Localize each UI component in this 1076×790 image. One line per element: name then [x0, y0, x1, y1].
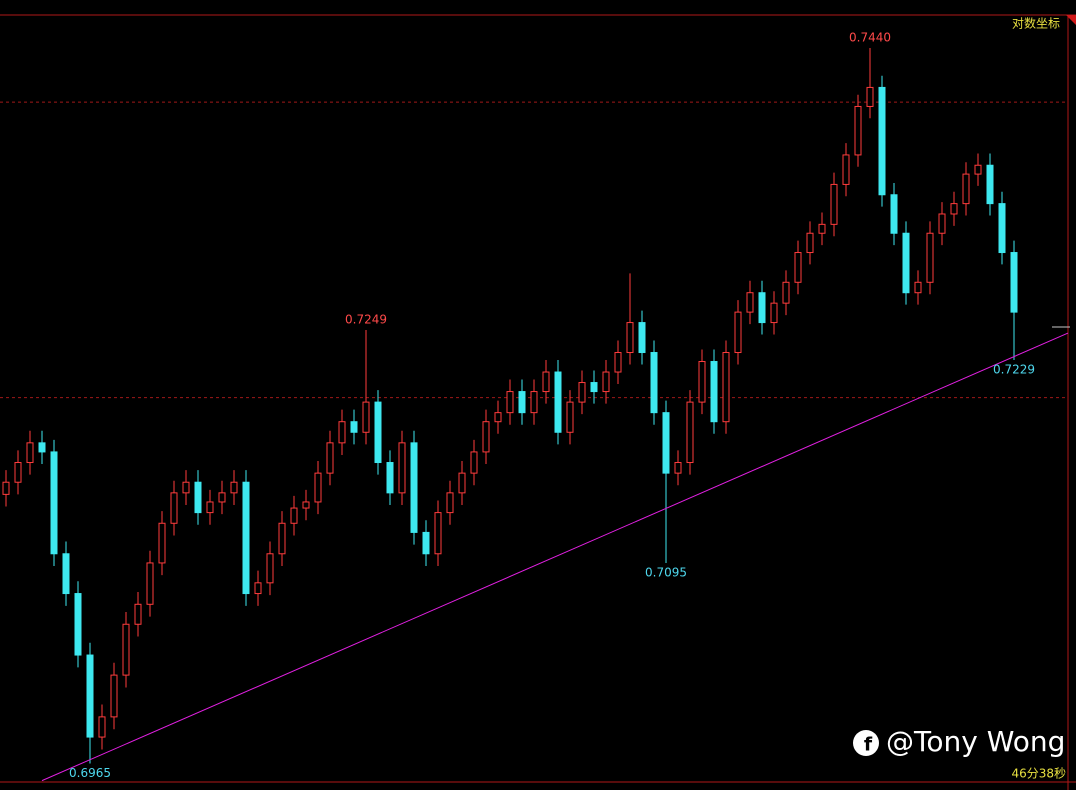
candle-body — [638, 322, 646, 354]
candle-body — [998, 203, 1006, 254]
candle-body — [806, 232, 814, 254]
candle-body — [986, 164, 994, 205]
candle-body — [374, 401, 382, 464]
candle-body — [878, 86, 886, 196]
candle-body — [14, 462, 22, 483]
candle-body — [602, 371, 610, 393]
candle-body — [830, 183, 838, 225]
candle-body — [926, 232, 934, 283]
candle-body — [662, 412, 670, 474]
candle-body — [422, 531, 430, 555]
candle-body — [950, 203, 958, 215]
candle-body — [914, 281, 922, 294]
candle-body — [26, 442, 34, 464]
candle-body — [746, 292, 754, 313]
extreme-label: 0.6965 — [69, 766, 111, 780]
candle-body — [398, 442, 406, 494]
candle-body — [86, 654, 94, 738]
candle-body — [2, 481, 10, 495]
candle-body — [38, 442, 46, 453]
candle-body — [182, 481, 190, 494]
candle-body — [758, 292, 766, 324]
candle-body — [494, 412, 502, 423]
candle-body — [122, 623, 130, 676]
candle-body — [710, 361, 718, 423]
candle-body — [974, 164, 982, 175]
candle-body — [146, 562, 154, 605]
candle-body — [230, 481, 238, 494]
candle-body — [578, 382, 586, 403]
candle-body — [314, 472, 322, 503]
candle-body — [566, 401, 574, 433]
candle-body — [338, 421, 346, 444]
candle-body — [98, 716, 106, 738]
candle-body — [470, 451, 478, 474]
candle-body — [302, 501, 310, 509]
extreme-label: 0.7095 — [645, 565, 687, 579]
candle-body — [794, 252, 802, 283]
scale-label: 对数坐标 — [1012, 16, 1060, 31]
candle-body — [110, 674, 118, 718]
candle-body — [890, 194, 898, 234]
candle-body — [938, 213, 946, 234]
extreme-label: 0.7440 — [849, 30, 891, 44]
svg-text:f: f — [864, 734, 873, 756]
candle-body — [278, 522, 286, 555]
candle-body — [782, 281, 790, 304]
candle-body — [674, 462, 682, 474]
candle-body — [650, 352, 658, 414]
candle-body — [1010, 252, 1018, 313]
candle-body — [854, 105, 862, 156]
candle-body — [410, 442, 418, 533]
candle-body — [206, 501, 214, 514]
candle-body — [614, 352, 622, 373]
candle-body — [518, 391, 526, 414]
candle-body — [866, 86, 874, 107]
candle-body — [458, 472, 466, 494]
trendline — [41, 332, 1069, 782]
candle-body — [62, 553, 70, 595]
candle-body — [290, 507, 298, 524]
candle-body — [266, 553, 274, 584]
candle-body — [50, 451, 58, 555]
candle-body — [218, 492, 226, 503]
candle-body — [542, 371, 550, 393]
candle-body — [158, 522, 166, 564]
candle-body — [242, 481, 250, 595]
candle-body — [590, 382, 598, 393]
watermark: @Tony Wong — [886, 725, 1065, 758]
candle-body — [74, 593, 82, 656]
candle-body — [170, 492, 178, 524]
candle-body — [254, 582, 262, 595]
candle-body — [326, 442, 334, 474]
candle-body — [506, 391, 514, 414]
extreme-label: 0.7229 — [993, 363, 1035, 377]
watermark-icon: f — [853, 730, 879, 756]
candle-body — [698, 361, 706, 403]
candle-body — [962, 173, 970, 205]
candle-body — [902, 232, 910, 294]
candle-body — [734, 311, 742, 354]
candle-body — [434, 512, 442, 555]
candle-body — [770, 302, 778, 324]
candle-body — [626, 322, 634, 354]
candle-body — [446, 492, 454, 514]
candle-body — [350, 421, 358, 433]
candle-body — [686, 401, 694, 464]
candle-body — [134, 603, 142, 625]
timer: 46分38秒 — [1011, 767, 1066, 781]
candle-body — [722, 352, 730, 423]
candle-body — [842, 154, 850, 185]
candle-body — [530, 391, 538, 414]
extreme-label: 0.7249 — [345, 313, 387, 327]
candle-body — [818, 223, 826, 234]
candle-body — [554, 371, 562, 433]
candle-body — [386, 462, 394, 494]
corner-marker — [1066, 15, 1076, 25]
candle-body — [362, 401, 370, 433]
candle-body — [194, 481, 202, 514]
candle-body — [482, 421, 490, 453]
